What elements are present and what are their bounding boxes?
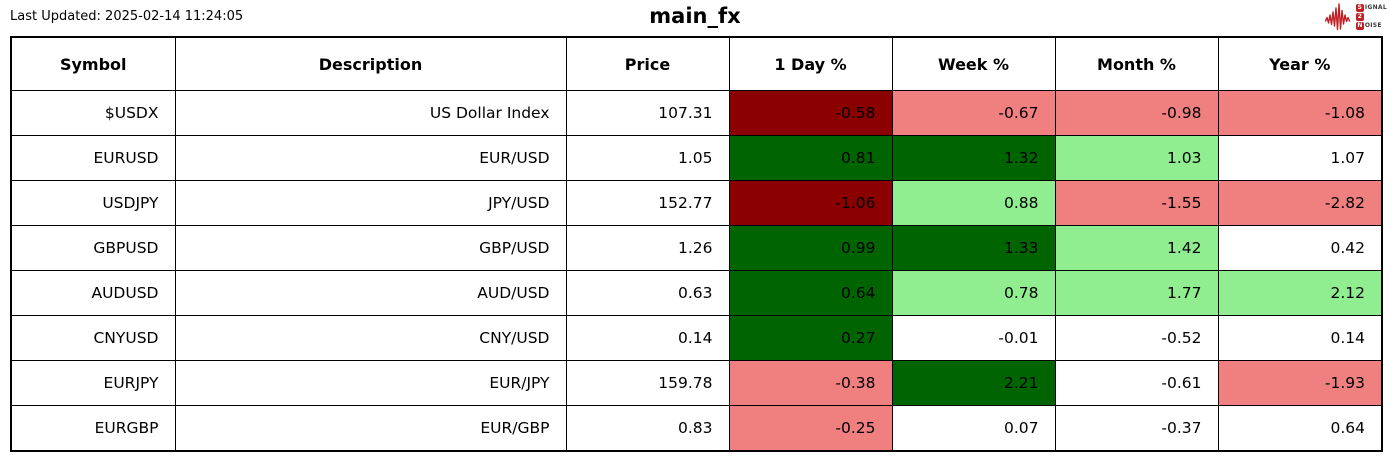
cell-price: 0.63 xyxy=(565,270,730,316)
header-row: Symbol Description Price 1 Day % Week % Month… xyxy=(10,36,1383,91)
column-header-1-day: 1 Day % xyxy=(728,36,893,91)
cell-month-change: 1.03 xyxy=(1054,135,1219,181)
cell-month-change: -0.61 xyxy=(1054,360,1219,406)
column-header-year: Year % xyxy=(1217,36,1383,91)
column-header-description: Description xyxy=(174,36,567,91)
cell-day-change: -0.38 xyxy=(728,360,893,406)
cell-description: JPY/USD xyxy=(174,180,567,226)
cell-year-change: 0.14 xyxy=(1217,315,1383,361)
cell-price: 159.78 xyxy=(565,360,730,406)
cell-description: EUR/GBP xyxy=(174,405,567,452)
cell-symbol: GBPUSD xyxy=(10,225,176,271)
cell-year-change: -1.93 xyxy=(1217,360,1383,406)
table-row: AUDUSD AUD/USD 0.63 0.64 0.78 1.77 2.12 xyxy=(10,270,1383,316)
cell-week-change: 2.21 xyxy=(891,360,1056,406)
cell-day-change: -0.25 xyxy=(728,405,893,452)
table-row: CNYUSD CNY/USD 0.14 0.27 -0.01 -0.52 0.14 xyxy=(10,315,1383,361)
logo-rest-ignal: IGNAL xyxy=(1364,4,1387,11)
cell-day-change: -0.58 xyxy=(728,90,893,136)
logo-line-noise: N OISE xyxy=(1355,22,1387,30)
cell-day-change: -1.06 xyxy=(728,180,893,226)
cell-week-change: 0.07 xyxy=(891,405,1056,452)
cell-symbol: USDJPY xyxy=(10,180,176,226)
cell-week-change: -0.67 xyxy=(891,90,1056,136)
cell-week-change: 1.33 xyxy=(891,225,1056,271)
cell-day-change: 0.99 xyxy=(728,225,893,271)
cell-month-change: -0.98 xyxy=(1054,90,1219,136)
last-updated-text: Last Updated: 2025-02-14 11:24:05 xyxy=(10,9,244,24)
logo-line-2: 2 xyxy=(1355,13,1387,21)
table-row: $USDX US Dollar Index 107.31 -0.58 -0.67 -0.9… xyxy=(10,90,1383,136)
logo-line-signal: S IGNAL xyxy=(1355,4,1387,12)
cell-symbol: AUDUSD xyxy=(10,270,176,316)
cell-price: 0.83 xyxy=(565,405,730,452)
cell-year-change: 2.12 xyxy=(1217,270,1383,316)
fx-table: Symbol Description Price 1 Day % Week % Month… xyxy=(10,36,1383,452)
cell-description: GBP/USD xyxy=(174,225,567,271)
cell-day-change: 0.27 xyxy=(728,315,893,361)
cell-symbol: CNYUSD xyxy=(10,315,176,361)
logo-badge-s: S xyxy=(1355,4,1364,12)
cell-description: EUR/USD xyxy=(174,135,567,181)
column-header-price: Price xyxy=(565,36,730,91)
table-row: USDJPY JPY/USD 152.77 -1.06 0.88 -1.55 -2.82 xyxy=(10,180,1383,226)
cell-year-change: 0.64 xyxy=(1217,405,1383,452)
cell-year-change: 1.07 xyxy=(1217,135,1383,181)
cell-description: CNY/USD xyxy=(174,315,567,361)
cell-day-change: 0.81 xyxy=(728,135,893,181)
cell-description: US Dollar Index xyxy=(174,90,567,136)
cell-week-change: -0.01 xyxy=(891,315,1056,361)
cell-symbol: $USDX xyxy=(10,90,176,136)
column-header-month: Month % xyxy=(1054,36,1219,91)
logo-text: S IGNAL 2 N OISE xyxy=(1355,4,1387,30)
cell-price: 0.14 xyxy=(565,315,730,361)
signal2noise-logo: S IGNAL 2 N OISE xyxy=(1324,2,1387,32)
cell-year-change: -1.08 xyxy=(1217,90,1383,136)
column-header-symbol: Symbol xyxy=(10,36,176,91)
page-title: main_fx xyxy=(649,4,741,28)
cell-week-change: 1.32 xyxy=(891,135,1056,181)
cell-description: AUD/USD xyxy=(174,270,567,316)
fx-table-body: $USDX US Dollar Index 107.31 -0.58 -0.67 -0.9… xyxy=(10,90,1383,452)
cell-symbol: EURUSD xyxy=(10,135,176,181)
cell-year-change: 0.42 xyxy=(1217,225,1383,271)
cell-price: 152.77 xyxy=(565,180,730,226)
waveform-icon xyxy=(1324,3,1351,31)
table-row: EURGBP EUR/GBP 0.83 -0.25 0.07 -0.37 0.64 xyxy=(10,405,1383,452)
cell-price: 1.05 xyxy=(565,135,730,181)
cell-year-change: -2.82 xyxy=(1217,180,1383,226)
cell-month-change: 1.42 xyxy=(1054,225,1219,271)
cell-month-change: -1.55 xyxy=(1054,180,1219,226)
cell-price: 107.31 xyxy=(565,90,730,136)
cell-price: 1.26 xyxy=(565,225,730,271)
cell-month-change: -0.52 xyxy=(1054,315,1219,361)
column-header-week: Week % xyxy=(891,36,1056,91)
cell-symbol: EURGBP xyxy=(10,405,176,452)
logo-badge-n: N xyxy=(1355,22,1364,30)
cell-day-change: 0.64 xyxy=(728,270,893,316)
table-row: EURUSD EUR/USD 1.05 0.81 1.32 1.03 1.07 xyxy=(10,135,1383,181)
cell-week-change: 0.88 xyxy=(891,180,1056,226)
cell-description: EUR/JPY xyxy=(174,360,567,406)
cell-symbol: EURJPY xyxy=(10,360,176,406)
cell-month-change: -0.37 xyxy=(1054,405,1219,452)
cell-month-change: 1.77 xyxy=(1054,270,1219,316)
cell-week-change: 0.78 xyxy=(891,270,1056,316)
table-row: EURJPY EUR/JPY 159.78 -0.38 2.21 -0.61 -1.93 xyxy=(10,360,1383,406)
logo-rest-oise: OISE xyxy=(1364,22,1382,29)
logo-badge-2: 2 xyxy=(1355,13,1364,21)
table-row: GBPUSD GBP/USD 1.26 0.99 1.33 1.42 0.42 xyxy=(10,225,1383,271)
